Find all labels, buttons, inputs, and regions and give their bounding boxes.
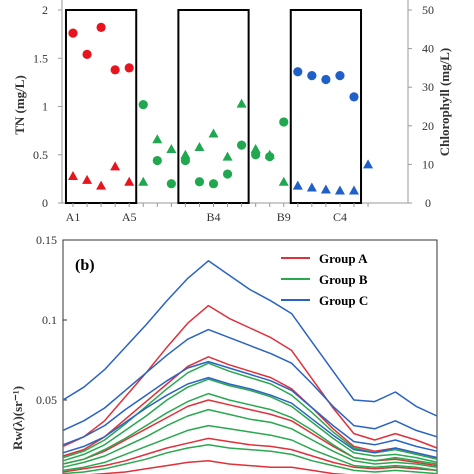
chlorophyll-point	[152, 155, 162, 166]
spectrum-line-group-b	[62, 378, 438, 464]
spectrum-line-group-a	[62, 304, 438, 449]
tn-point	[236, 98, 247, 108]
x-tick-label: A5	[122, 210, 137, 224]
chlorophyll-point	[124, 63, 134, 73]
group-box-a	[64, 9, 138, 204]
tn-point	[68, 170, 78, 180]
tn-point	[110, 161, 121, 171]
tn-point	[292, 180, 303, 190]
spectrum-line-group-c	[62, 328, 438, 438]
spectrum-line-group-c	[62, 376, 438, 459]
legend-label: Group B	[319, 272, 368, 287]
chlorophyll-point	[279, 117, 289, 127]
chlorophyll-point	[237, 140, 247, 150]
legend-label: Group C	[319, 293, 368, 308]
panel-b-legend: Group A Group B Group C	[281, 251, 368, 308]
chlorophyll-point	[307, 71, 317, 81]
tn-point	[166, 143, 177, 153]
group-box-c	[289, 9, 363, 204]
chlorophyll-point	[293, 67, 303, 77]
chlorophyll-point	[335, 71, 345, 81]
tn-point	[96, 180, 107, 190]
chlorophyll-point	[194, 177, 205, 187]
panel-b-plot-frame	[62, 239, 438, 474]
tn-point	[334, 185, 345, 195]
tn-point	[306, 182, 317, 192]
chlorophyll-point	[96, 22, 106, 32]
panel-b-line-chart: 0.050.10.15 (b) Rw(λ)(sr⁻¹) Group AGroup…	[10, 233, 438, 474]
left-y-tick-label: 1.5	[33, 51, 48, 65]
chlorophyll-point	[166, 179, 176, 189]
chlorophyll-point	[222, 169, 233, 179]
tn-point	[320, 184, 331, 194]
chlorophyll-point	[68, 28, 78, 38]
tn-point	[82, 174, 93, 184]
x-tick-label: B4	[206, 210, 220, 224]
spectrum-line-group-a	[62, 437, 438, 473]
right-y-tick-label: 30	[422, 80, 434, 94]
spectrum-line-group-b	[62, 444, 438, 474]
right-y-tick-label: 0	[425, 196, 431, 210]
tn-point	[222, 151, 233, 161]
spectrum-line-group-c	[62, 260, 438, 417]
left-y-tick-label: 1	[42, 100, 48, 114]
panel-a-scatter-chart: 0 0.5 1 1.5 2 0 10 20 30 40 50 A1 A5 B4 B9 C4 TN (mg/…	[12, 0, 452, 224]
spectrum-line-group-b	[62, 408, 438, 468]
left-y-tick-label: 2	[42, 3, 48, 17]
chlorophyll-point	[110, 65, 120, 75]
right-y-tick-label: 50	[422, 3, 434, 17]
tn-point	[278, 176, 289, 186]
right-y-tick-label: 40	[422, 42, 434, 56]
chlorophyll-point	[82, 49, 92, 59]
chlorophyll-point	[138, 99, 148, 110]
tn-point	[349, 185, 359, 195]
spectrum-line-group-a	[62, 356, 438, 459]
tn-point	[250, 143, 261, 153]
spectrum-line-group-c	[62, 360, 438, 452]
x-tick-label: B9	[277, 210, 291, 224]
chlorophyll-point	[349, 92, 359, 102]
tn-point	[124, 176, 135, 186]
spectrum-line-group-b	[62, 424, 438, 472]
tn-point	[194, 142, 205, 152]
panel-a-right-axis-label: Chlorophyll (mg/L)	[437, 48, 452, 156]
x-tick-label: C4	[333, 210, 347, 224]
chlorophyll-point	[321, 74, 331, 85]
left-y-tick-label: 0	[42, 196, 48, 210]
right-y-tick-label: 10	[422, 157, 434, 171]
x-tick-label: A1	[66, 210, 81, 224]
tn-point	[208, 128, 219, 138]
chlorophyll-point	[208, 179, 219, 189]
left-y-tick-label: 0.5	[33, 148, 48, 162]
tn-point	[264, 149, 275, 159]
panel-b-y-tick-label: 0.05	[36, 393, 57, 407]
legend-label: Group A	[319, 251, 368, 266]
panel-a-left-axis-label: TN (mg/L)	[12, 75, 27, 135]
panel-b-label: (b)	[75, 257, 95, 274]
panel-b-y-axis-label: Rw(λ)(sr⁻¹)	[10, 386, 25, 450]
spectrum-line-group-b	[62, 392, 438, 465]
tn-point	[180, 149, 191, 159]
panel-b-y-tick-label: 0.15	[36, 233, 57, 247]
tn-point	[152, 134, 163, 144]
right-y-tick-label: 20	[422, 119, 434, 133]
tn-point	[363, 159, 374, 169]
tn-point	[138, 176, 149, 186]
panel-b-y-tick-label: 0.1	[42, 313, 57, 327]
spectrum-line-group-a	[89, 460, 349, 474]
